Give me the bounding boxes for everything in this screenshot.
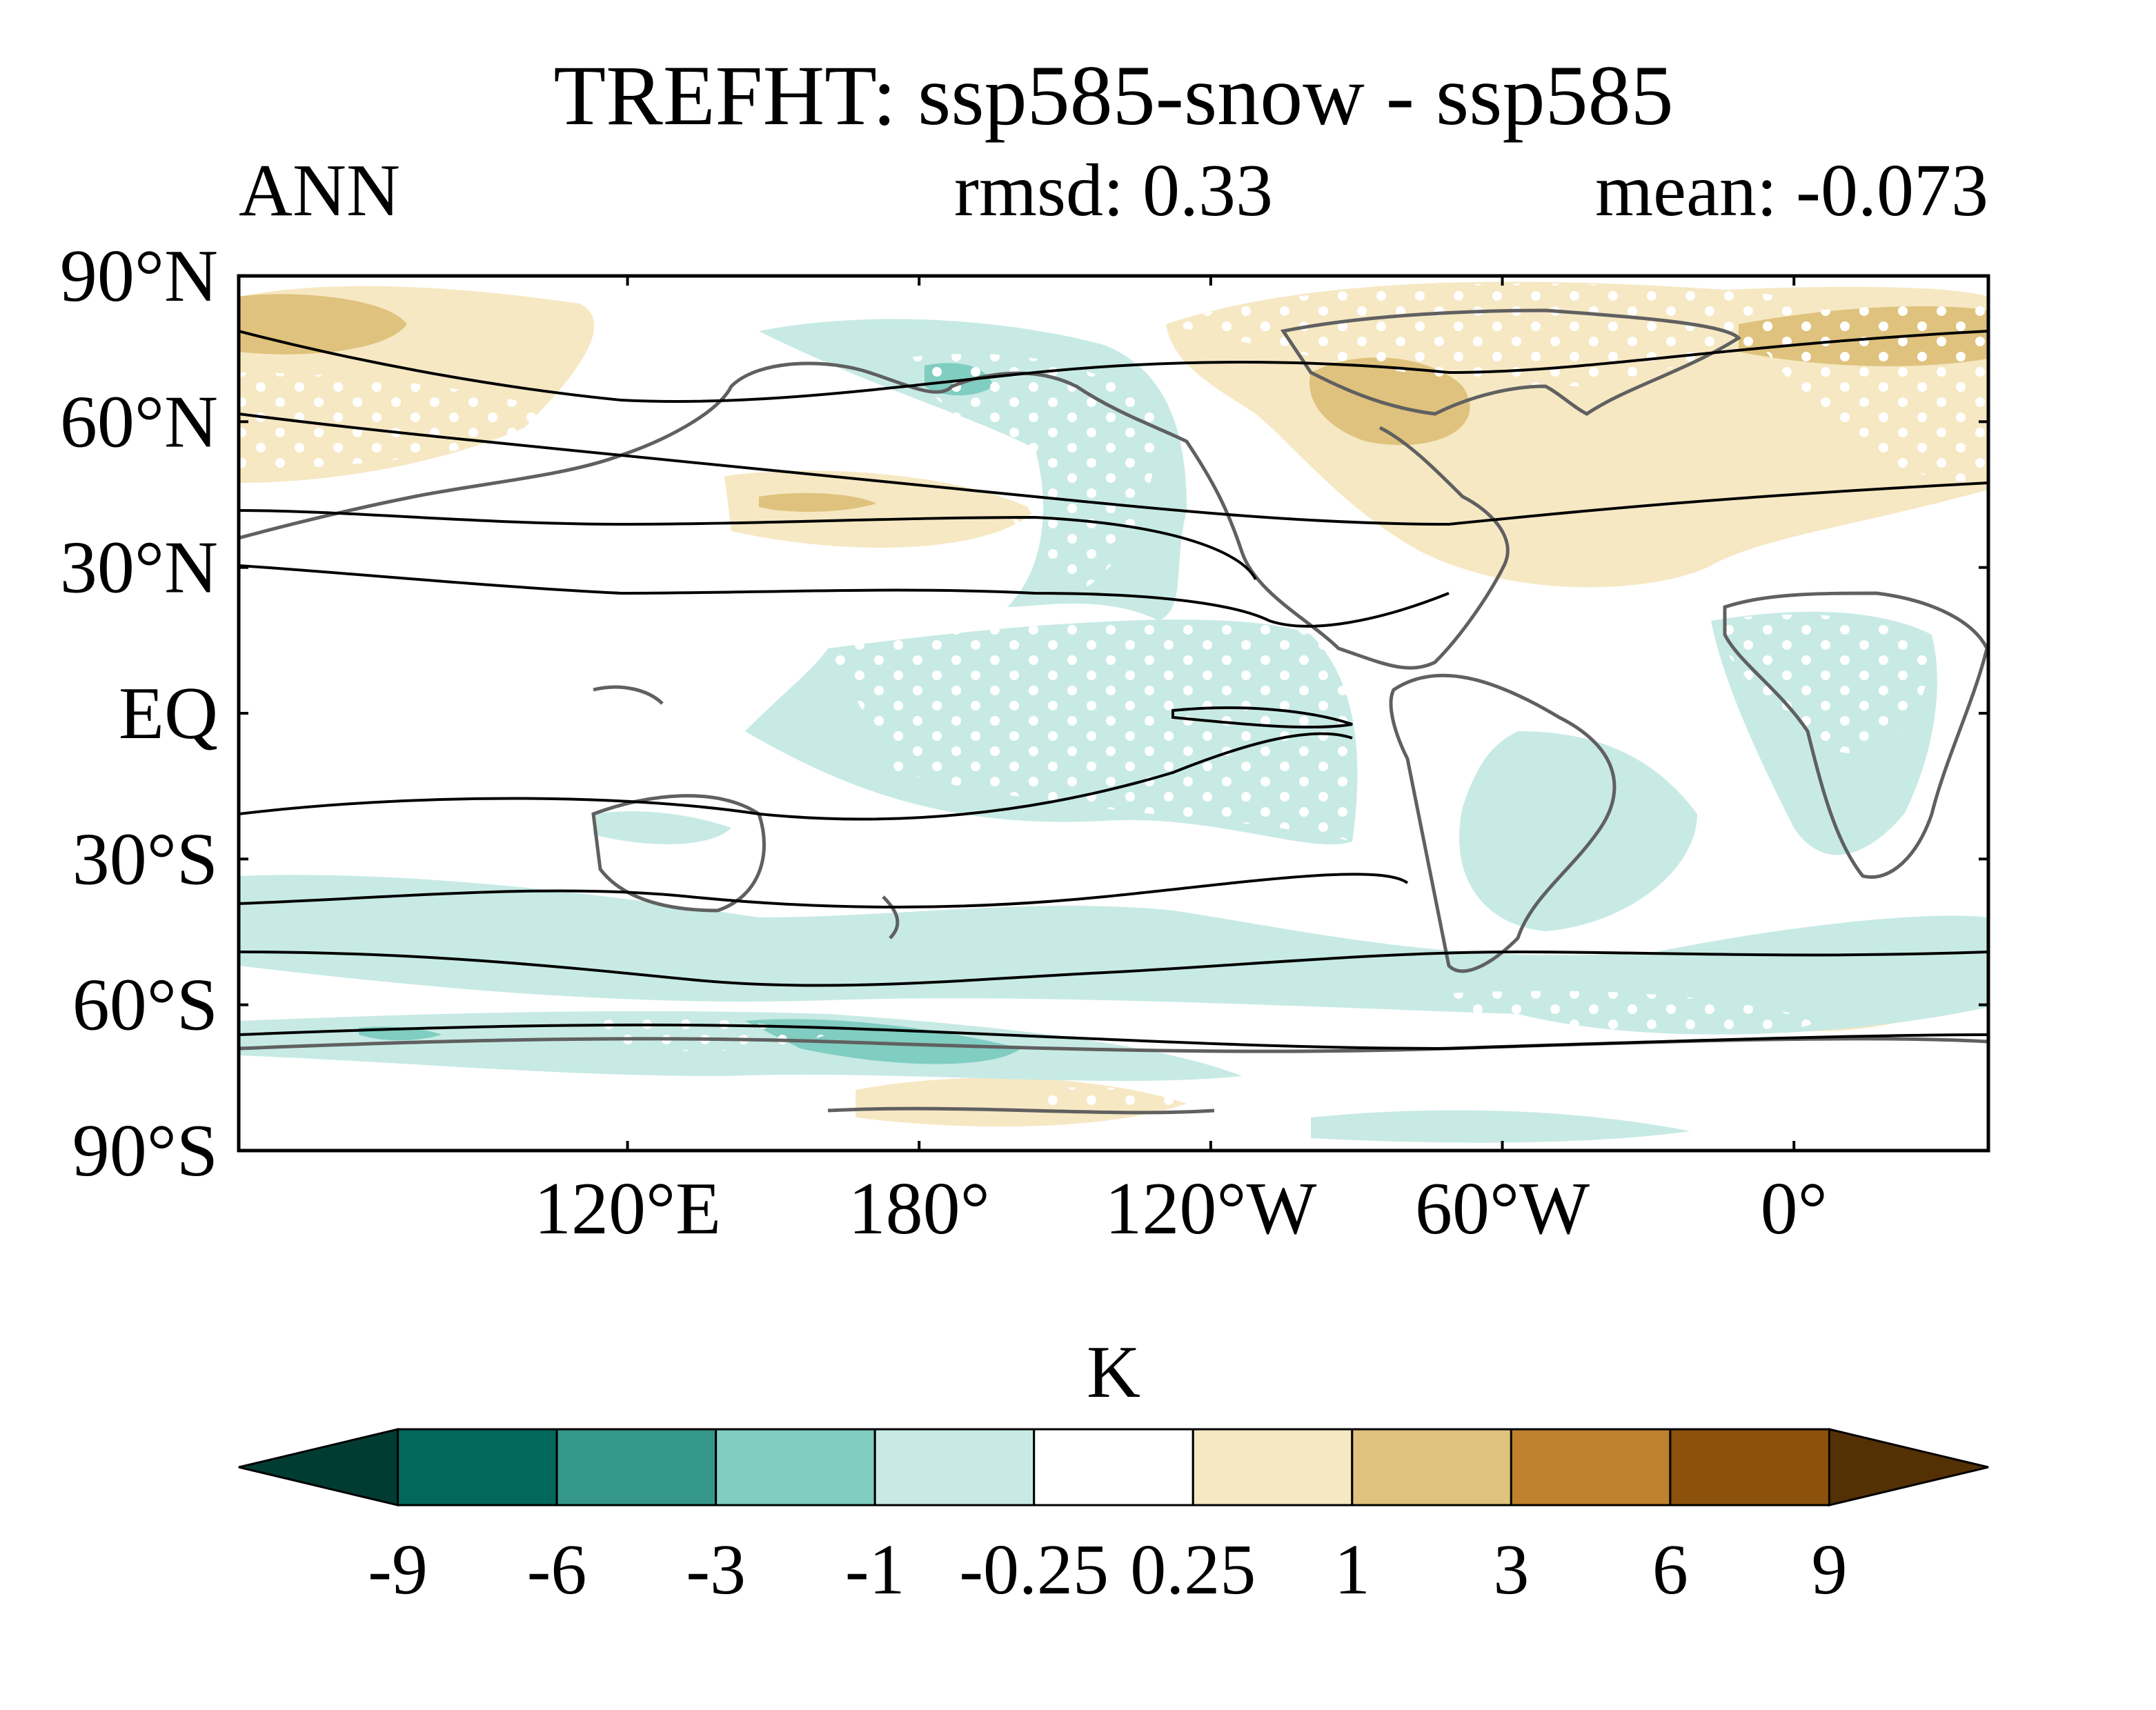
colorbar-box [1669,1428,1830,1507]
longitude-axis: 120°E 180° 120°W 60°W 0° [534,276,1828,1250]
lat-tick-label: 60°N [60,381,218,463]
colorbar-box [1033,1428,1194,1507]
plot-title: TREFHT: ssp585-snow - ssp585 [553,48,1673,143]
colorbar-level-label: -6 [527,1530,587,1609]
colorbar-level-label: -9 [368,1530,428,1609]
colorbar-box [873,1428,1036,1507]
lon-tick-label: 0° [1761,1168,1828,1250]
lat-tick-label: 90°N [60,235,218,317]
lon-tick-label: 120°E [534,1168,721,1250]
colorbar-level-label: -0.25 [959,1530,1109,1609]
lat-tick-label: 90°S [72,1110,218,1192]
lat-tick-label: EQ [119,673,218,755]
colorbar-box [1351,1428,1512,1507]
colorbar-box [715,1428,876,1507]
colorbar-level-label: -3 [686,1530,746,1609]
colorbar-level-label: 3 [1493,1530,1529,1609]
colorbar-level-label: 1 [1334,1530,1370,1609]
lon-tick-label: 180° [849,1168,990,1250]
lat-tick-label: 30°S [72,818,218,900]
lon-tick-label: 60°W [1415,1168,1590,1250]
colorbar-level-label: 9 [1811,1530,1847,1609]
contour-lines [239,330,1988,1051]
lon-tick-label: 120°W [1105,1168,1316,1250]
significance-stippling [239,283,1988,1114]
colorbar-box [1191,1428,1354,1507]
colorbar-level-label: -1 [845,1530,905,1609]
colorbar-box [1510,1428,1672,1507]
colorbar-box [397,1428,558,1507]
colorbar-under-triangle [238,1428,399,1507]
lat-tick-label: 30°N [60,527,218,609]
colorbar-over-triangle [1828,1428,1989,1507]
latitude-axis: 90°N 60°N 30°N EQ 30°S 60°S 90°S [60,235,1988,1192]
colorbar-level-label: 6 [1652,1530,1688,1609]
coastlines [239,308,1988,1115]
season-label: ANN [239,150,400,232]
lat-tick-label: 60°S [72,964,218,1046]
mean-label: mean: -0.073 [1595,150,1988,232]
map-panel [237,274,1990,1153]
colorbar-unit-label: K [1087,1331,1140,1413]
colorbar: -9 -6 -3 -1 -0.25 0.25 1 3 6 9 [238,1428,1989,1609]
colorbar-level-label: 0.25 [1130,1530,1256,1609]
rmsd-label: rmsd: 0.33 [954,150,1273,232]
colorbar-box [555,1428,718,1507]
